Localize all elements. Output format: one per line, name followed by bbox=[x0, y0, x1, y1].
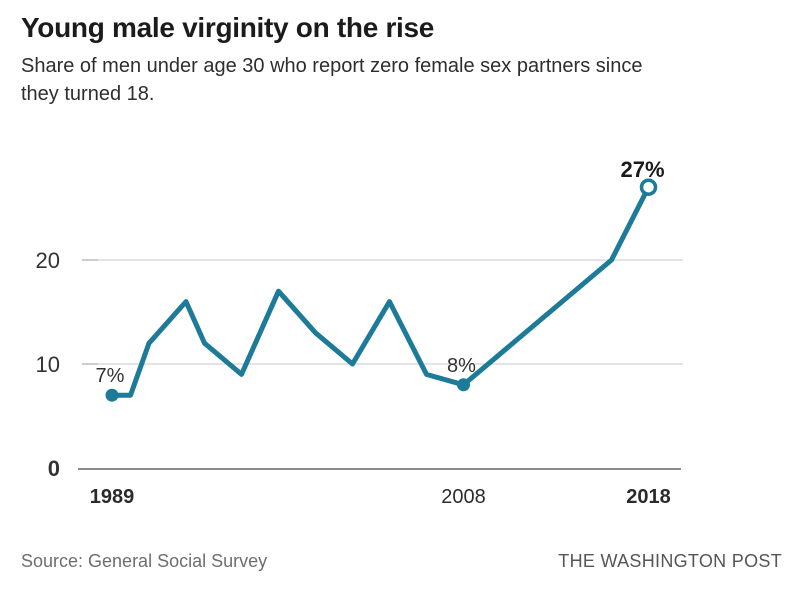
y-axis-label-20: 20 bbox=[36, 248, 60, 273]
footer: Source: General Social Survey THE WASHIN… bbox=[21, 551, 782, 572]
subtitle-line-1: Share of men under age 30 who report zer… bbox=[21, 55, 643, 77]
y-axis-label-10: 10 bbox=[36, 352, 60, 377]
y-axis-label-0: 0 bbox=[48, 456, 60, 481]
x-axis-label-1989: 1989 bbox=[90, 486, 135, 508]
x-axis-label-2008: 2008 bbox=[441, 486, 486, 508]
point-label-2018: 27% bbox=[620, 157, 664, 182]
subtitle-line-2: they turned 18. bbox=[21, 83, 155, 105]
source-note: Source: General Social Survey bbox=[21, 551, 268, 571]
page-title: Young male virginity on the rise bbox=[21, 12, 435, 43]
data-point-1989 bbox=[105, 388, 119, 402]
chart-subtitle: Share of men under age 30 who report zer… bbox=[21, 52, 642, 108]
line-chart: 0 10 20 1989 2008 2018 7% 8% 27% bbox=[36, 157, 683, 508]
point-label-1989: 7% bbox=[96, 365, 125, 387]
x-axis-label-2018: 2018 bbox=[626, 486, 671, 508]
brand-credit: THE WASHINGTON POST bbox=[558, 551, 782, 571]
data-point-2018 bbox=[639, 178, 658, 196]
data-point-2008 bbox=[457, 378, 470, 392]
point-label-2008: 8% bbox=[447, 355, 476, 377]
